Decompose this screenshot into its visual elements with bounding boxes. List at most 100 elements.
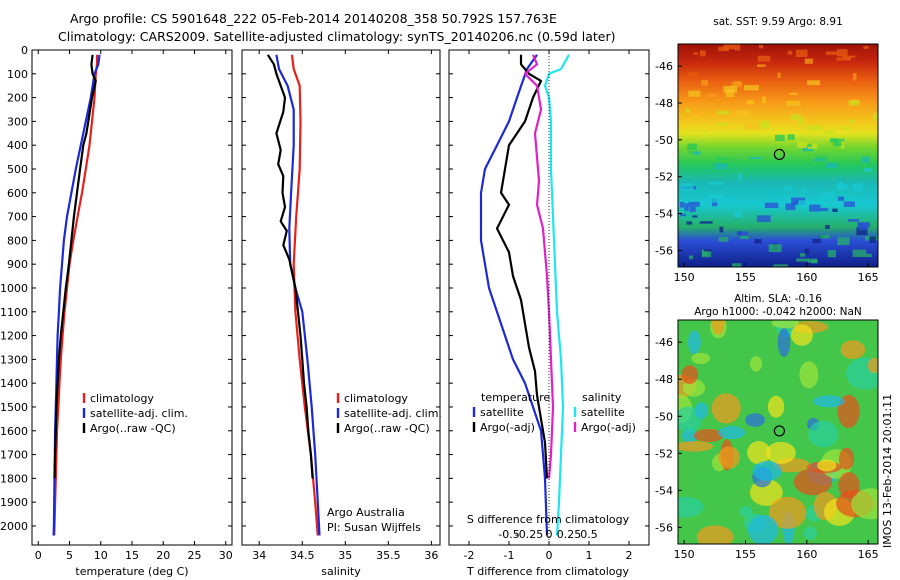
principal-investigator-label: PI: Susan Wijffels	[327, 521, 421, 534]
sla-eddy-blob	[765, 441, 796, 464]
figure-title-line1: Argo profile: CS 5901648_222 05-Feb-2014…	[70, 11, 557, 26]
legend-group-salinity: salinity	[582, 391, 622, 404]
sla-eddy-blob	[749, 356, 763, 372]
sla-eddy-blob	[840, 340, 866, 360]
imos-timestamp: IMOS 13-Feb-2014 20:01:11	[881, 394, 894, 548]
sst-map-panel: sat. SST: 9.59 Argo: 8.91 150 155 160 165 -4…	[655, 16, 879, 284]
sla-lon-tick-label: 155	[735, 548, 756, 561]
depth-tick-label: 0	[21, 44, 28, 57]
salinity-legend-climatology-label: climatology	[344, 392, 408, 405]
difference-profile-panel: -2 -1 0 1 2 -0.5-0.25 0 0.25 0.5 T difference fr…	[448, 49, 650, 578]
sst-texture-cell	[841, 141, 845, 149]
sst-texture-cell	[863, 46, 869, 49]
temperature-axes: 0 5 10 15 20 25 300100200300400500600700800900…	[0, 44, 233, 562]
sla-eddy-blob	[678, 441, 714, 452]
sst-texture-cell	[688, 90, 701, 97]
salinity-xtick-label: 35.5	[376, 549, 401, 562]
sst-lon-tick-label: 155	[735, 271, 756, 284]
sst-texture-cell	[718, 236, 729, 242]
sst-texture-cell	[777, 72, 781, 78]
difference-xtick-label: 2	[626, 549, 633, 562]
sst-texture-cell	[680, 213, 687, 217]
sla-lon-tick-label: 150	[674, 548, 695, 561]
sla-eddy-blob	[777, 328, 791, 357]
sst-texture-cell	[869, 236, 877, 243]
sla-eddy-blob	[681, 365, 699, 385]
salinity-plot-area	[266, 54, 321, 536]
sst-texture-cell	[768, 244, 782, 253]
sla-eddy-blob	[691, 352, 711, 365]
sla-texture	[678, 320, 878, 544]
depth-tick-label: 1500	[0, 401, 28, 414]
sst-texture-cell	[734, 211, 743, 218]
temperature-legend-climatology-label: climatology	[90, 392, 154, 405]
sst-texture-cell	[825, 225, 830, 230]
sst-texture-cell	[735, 110, 751, 116]
temperature-xtick-label: 20	[156, 549, 170, 562]
sst-texture-cell	[680, 183, 694, 191]
sst-texture-cell	[813, 158, 825, 162]
depth-tick-label: 500	[7, 163, 28, 176]
sst-lon-tick-label: 160	[796, 271, 817, 284]
sst-texture-cell	[801, 188, 805, 193]
float-owner-label: Argo Australia	[327, 506, 405, 519]
sst-texture-cell	[703, 249, 712, 252]
temperature-series-climatology	[53, 54, 99, 536]
sla-eddy-blob	[838, 447, 855, 470]
legend-salinity-argo-label: Argo(-adj)	[581, 421, 636, 434]
sst-texture-cell	[692, 215, 698, 218]
sst-texture-cell	[685, 108, 690, 113]
depth-tick-label: 700	[7, 211, 28, 224]
difference-plot-area	[479, 50, 570, 545]
sst-texture-cell	[725, 89, 735, 98]
sst-texture-cell	[689, 206, 696, 212]
sst-texture-cell	[789, 92, 798, 95]
sst-texture-cell	[804, 58, 813, 64]
sst-texture-cell	[701, 80, 709, 86]
sla-eddy-blob	[838, 472, 860, 499]
sst-texture-cell	[699, 50, 706, 57]
sst-texture-cell	[797, 141, 808, 149]
salinity-profile-panel: 34 34.5 35 35.5 36 salinity climatology satel…	[241, 49, 442, 578]
sst-texture-cell	[759, 44, 764, 49]
sst-texture-cell	[693, 52, 699, 55]
sst-texture-cell	[872, 113, 878, 121]
sst-texture-cell	[756, 215, 771, 223]
sst-texture-cell	[804, 248, 810, 254]
depth-tick-label: 1000	[0, 282, 28, 295]
depth-tick-label: 1900	[0, 496, 28, 509]
sst-texture-cell	[767, 185, 778, 188]
sla-eddy-blob	[790, 324, 813, 346]
sst-texture-cell	[701, 250, 708, 257]
sst-lat-tick-label: -52	[655, 171, 673, 184]
salinity-difference-tick-label: -0.5	[498, 528, 519, 541]
legend-temperature-satellite-label: satellite	[480, 406, 524, 419]
sst-map-axes: 150 155 160 165 -46 -48 -50 -52 -54 -56	[655, 60, 879, 284]
sst-texture-cell	[717, 110, 730, 115]
sst-texture-cell	[809, 204, 821, 212]
salinity-legend-satellite-adj-clim-label: satellite-adj. clim.	[344, 407, 442, 420]
salinity-xlabel: salinity	[321, 565, 361, 578]
sst-texture-cell	[774, 134, 785, 142]
sla-lon-tick-label: 165	[858, 548, 879, 561]
sla-lat-tick-label: -48	[655, 373, 673, 386]
sst-texture-cell	[820, 192, 835, 200]
sla-eddy-blob	[694, 402, 709, 419]
sst-map-field	[678, 44, 878, 267]
sst-texture-cell	[715, 157, 730, 160]
sst-texture-cell	[709, 181, 724, 185]
depth-tick-label: 2000	[0, 520, 28, 533]
temperature-xtick-label: 15	[125, 549, 139, 562]
sst-texture-cell	[842, 127, 850, 130]
sla-eddy-blob	[767, 395, 785, 418]
sla-eddy-blob	[752, 460, 782, 481]
argo-position-marker-sla	[773, 425, 785, 437]
salinity-series-satellite-adj-clim	[275, 54, 321, 536]
sst-texture-cell	[849, 119, 855, 124]
sla-eddy-blob	[678, 496, 704, 518]
depth-tick-label: 1400	[0, 377, 28, 390]
depth-tick-label: 200	[7, 92, 28, 105]
sst-texture-cell	[688, 151, 693, 154]
depth-tick-label: 1700	[0, 449, 28, 462]
sla-map-axes: 150 155 160 165 -46 -48 -50 -52 -54 -56	[655, 336, 879, 561]
